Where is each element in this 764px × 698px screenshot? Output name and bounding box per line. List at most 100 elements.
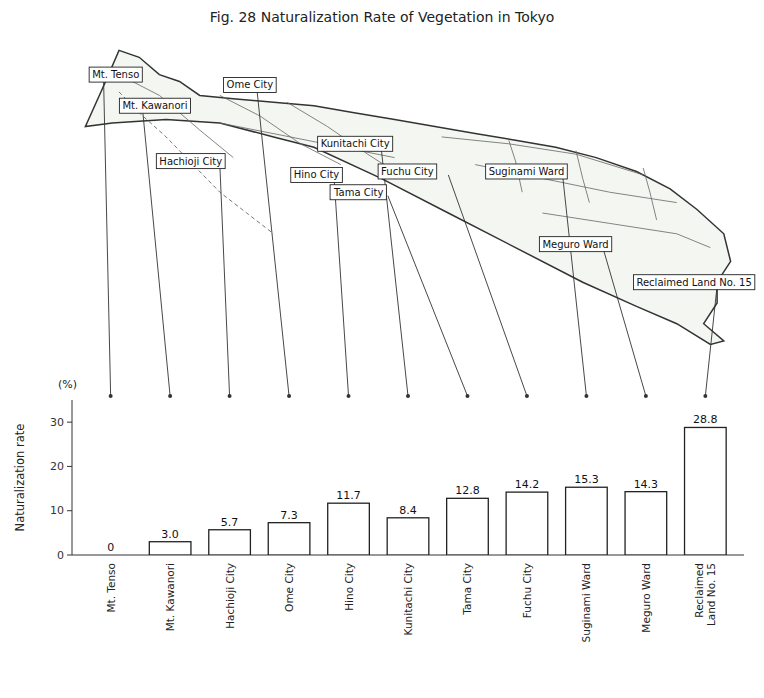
map [85,50,730,344]
x-tick-label-line: Ome City [283,563,295,612]
x-tick-label: Hino City [343,563,355,611]
bar [268,523,310,555]
leader-dot [703,394,707,398]
map-boundary [119,75,233,158]
data-label: 12.8 [455,484,480,497]
x-tick-label: Meguro Ward [640,563,652,633]
data-label: 15.3 [574,473,599,486]
data-label: 3.0 [161,528,179,541]
map-label-text: Hachioji City [159,156,222,167]
y-tick [67,510,72,511]
y-tick-label: 20 [50,460,64,473]
title: Fig. 28 Naturalization Rate of Vegetatio… [210,9,555,25]
map-label: Meguro Ward [539,237,611,252]
bar [209,530,251,555]
map-boundary [643,168,656,220]
x-tick-label: Mt. Kawanori [164,563,176,631]
leader-line [388,196,468,396]
y-tick [67,466,72,467]
map-boundary [220,123,395,158]
x-tick-label: Suginami Ward [580,563,592,642]
map-label-box [539,237,611,252]
data-label: 5.7 [221,516,239,529]
y-tick [67,422,72,423]
bar [506,492,548,555]
map-label: Suginami Ward [486,164,568,179]
map-label: Tama City [330,185,386,200]
background [0,0,764,698]
map-boundary [220,95,341,164]
data-labels: 03.05.77.311.78.412.814.215.314.328.8 [107,413,717,554]
leader-line [603,248,646,396]
leader-dot [347,394,351,398]
data-label: 7.3 [280,509,298,522]
map-label-box [156,154,225,169]
data-label: 0 [107,541,114,554]
map-label: Mt. Tenso [89,67,142,82]
leader-line [705,286,717,396]
x-tick-label: Tama City [461,563,473,616]
bar [387,518,429,555]
map-label-text: Hino City [294,169,340,180]
leader-line [104,80,111,396]
bar [625,492,667,555]
map-label-text: Tama City [333,187,383,198]
y-tick-label: 10 [50,504,64,517]
data-label: 11.7 [336,489,361,502]
data-label: 14.3 [634,478,659,491]
x-axis: Mt. TensoMt. KawanoriHachioji CityOme Ci… [105,563,718,642]
y-units: (%) [58,378,77,391]
map-boundary [475,165,677,203]
leader-line [334,178,348,396]
map-boundary [576,151,589,203]
y-axis: 0102030 [50,400,744,562]
y-axis-label: Naturalization rate [13,424,27,532]
map-label-text: Ome City [227,79,274,90]
map-label-text: Mt. Kawanori [122,100,187,111]
leader-dot [525,394,529,398]
data-label: 14.2 [515,478,540,491]
bar [149,542,191,555]
x-tick-label: ReclaimedLand No. 15 [693,563,717,626]
map-label-text: Reclaimed Land No. 15 [636,277,751,288]
x-tick-label-line: Meguro Ward [640,563,652,633]
leader-dot [228,394,232,398]
x-tick-label-line: Mt. Kawanori [164,563,176,631]
map-label-text: Fuchu City [381,166,434,177]
leader-dot [644,394,648,398]
map-label: Kunitachi City [318,136,393,151]
x-tick-label-line: Suginami Ward [580,563,592,642]
leader-dot [465,394,469,398]
x-tick-label: Mt. Tenso [105,563,117,613]
map-label-box [633,275,754,290]
leader-dot [109,394,113,398]
x-tick-label-line: Kunitachi City [402,563,414,635]
x-tick-label-line: Tama City [461,563,473,616]
map-label: Fuchu City [378,164,437,179]
map-label: Hino City [291,167,343,182]
map-label-box [318,136,393,151]
chart: Fig. 28 Naturalization Rate of Vegetatio… [0,0,764,698]
leaders [104,80,718,398]
map-label-text: Meguro Ward [542,239,608,250]
map-label: Mt. Kawanori [119,98,190,113]
leader-dot [584,394,588,398]
bar [566,487,608,555]
data-label: 28.8 [693,413,718,426]
map-label-text: Kunitachi City [321,138,390,149]
x-tick-label-line: Land No. 15 [705,563,717,626]
x-tick-label: Kunitachi City [402,563,414,635]
leader-line [448,175,527,396]
y-tick [67,555,72,556]
map-label: Hachioji City [156,154,225,169]
map-label-box [89,67,142,82]
leader-line [220,165,230,396]
leader-line [257,88,289,396]
x-tick-label-line: Mt. Tenso [105,563,117,613]
bar [447,498,489,555]
x-tick-label-line: Reclaimed [693,563,705,618]
map-label-box [224,77,277,92]
x-tick-label-line: Fuchu City [521,563,533,618]
map-label-box [119,98,190,113]
map-label-box [378,164,437,179]
